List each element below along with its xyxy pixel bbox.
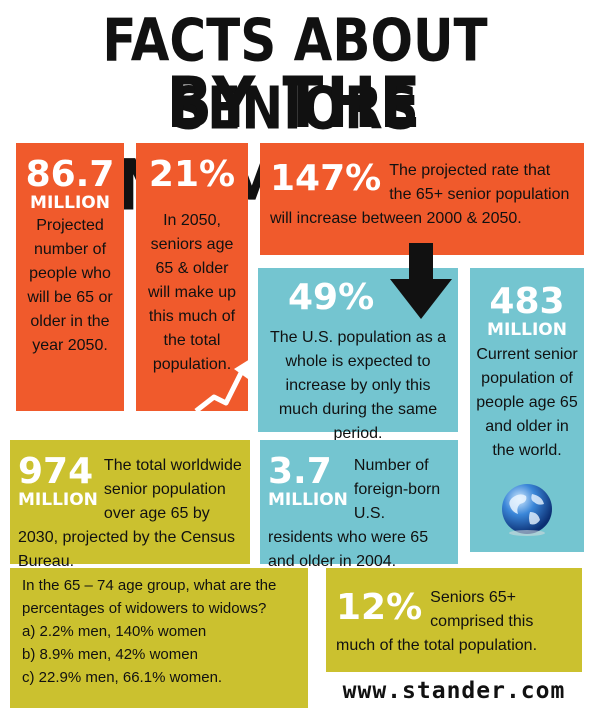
footer-url: www.stander.com (342, 678, 566, 704)
fact-unit: MILLION (18, 490, 98, 510)
fact-number: 147% (270, 158, 382, 199)
fact-number: 49% (288, 277, 375, 318)
fact-number: 483 (489, 281, 565, 322)
fact-text: Current senior population of people age … (476, 346, 578, 459)
fact-number: 21% (148, 154, 236, 195)
fact-text: Projected number of people who will be 6… (27, 217, 113, 354)
quiz-option: b) 8.9% men, 42% women (22, 646, 198, 663)
quiz-question: In the 65 – 74 age group, what are the p… (22, 577, 277, 617)
fact-text: The U.S. population as a whole is expect… (269, 329, 447, 442)
fact-panel-3-7-million: 3.7 MILLION Number of foreign-born U.S. … (260, 440, 458, 570)
fact-number: 3.7 (268, 451, 332, 492)
fact-unit: MILLION (268, 490, 348, 510)
fact-panel-147-percent: 147% The projected rate that the 65+ sen… (260, 143, 584, 255)
fact-text: The projected rate that the 65+ senior p… (270, 162, 570, 227)
fact-text: Seniors 65+ comprised this much of the t… (336, 589, 538, 654)
globe-icon (502, 484, 552, 536)
fact-unit: MILLION (30, 193, 110, 213)
quiz-option: a) 2.2% men, 140% women (22, 623, 207, 640)
quiz-panel-widowers: In the 65 – 74 age group, what are the p… (10, 568, 308, 708)
fact-text: The total worldwide senior population ov… (18, 457, 242, 570)
fact-panel-483-million: 483 MILLION Current senior population of… (470, 268, 584, 552)
quiz-option: c) 22.9% men, 66.1% women. (22, 669, 223, 686)
growth-arrow-icon (194, 359, 250, 413)
fact-panel-974-million: 974 MILLION The total worldwide senior p… (10, 440, 250, 570)
fact-panel-12-percent: 12% Seniors 65+ comprised this much of t… (326, 568, 582, 672)
fact-number: 12% (336, 587, 423, 628)
fact-text: In 2050, seniors age 65 & older will mak… (147, 212, 237, 373)
down-arrow-icon (390, 243, 452, 319)
page-title-line1: FACTS ABOUT SENIORS (102, 6, 488, 143)
fact-number: 974 (18, 451, 94, 492)
fact-panel-86-7-million: 86.7 MILLION Projected number of people … (16, 143, 124, 411)
fact-panel-21-percent: 21% In 2050, seniors age 65 & older will… (136, 143, 250, 413)
fact-text: Number of foreign-born U.S. residents wh… (268, 457, 441, 570)
fact-unit: MILLION (487, 320, 567, 340)
fact-number: 86.7 (25, 154, 115, 195)
